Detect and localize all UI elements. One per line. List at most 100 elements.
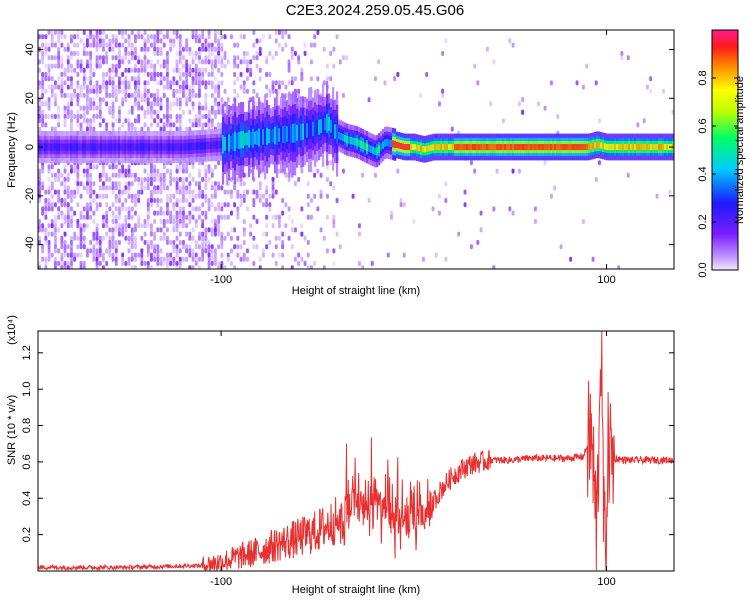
ridge-cell [442,144,445,151]
spectrogram-cell [585,63,589,69]
spectrogram-cell [306,193,310,199]
ridge-cell [540,144,543,151]
spectrogram-cell [198,67,201,73]
spectrogram-cell [310,59,313,65]
spectrogram-cell [98,30,102,35]
spectrogram-cell [50,219,54,224]
spectrogram-cell [194,193,198,199]
spectrogram-cell [153,219,157,224]
spectrogram-cell [204,59,208,65]
spectrogram-cell [201,210,205,216]
spectrogram-cell [226,252,230,258]
spectrogram-cell [70,240,73,245]
spectrogram-cell [191,189,195,195]
spectrogram-cell [124,97,128,103]
spectrogram-cell [150,122,153,128]
spectrogram-cell [166,185,169,191]
spectrogram-cell [76,177,80,182]
spectrogram-cell [166,84,169,90]
spectrogram-cell [89,42,93,48]
spectrogram-cell [70,55,73,61]
ridge-cell [286,126,289,142]
ridge-cell [454,144,457,151]
spectrogram-cell [124,227,128,233]
spectrogram-cell [57,46,61,52]
spectrogram-cell [210,118,214,124]
ridge-cell [358,139,361,147]
ridge-cell [606,143,609,150]
spectrogram-cell [162,76,166,82]
spectrogram-cell [390,214,393,220]
spectrogram-cell [274,51,278,56]
spectrogram-cell [143,38,147,44]
spectrogram-cell [204,105,208,111]
spectrogram-cell [185,223,189,229]
ridge-cell [464,144,467,151]
spectrogram-cell [76,118,80,124]
ridge-cell [296,124,299,141]
spectrogram-cell [66,93,70,98]
spectrogram-cell [358,231,361,237]
spectrogram-cell [114,244,118,250]
spectrogram-cell [338,244,342,250]
spectrogram-cell [191,34,195,40]
spectrogram-cell [191,51,195,56]
spectrogram-cell [60,93,64,98]
spectrogram-cell [185,63,189,69]
spectrogram-cell [150,76,153,82]
spectrogram-cell [582,219,585,224]
spectrogram-cell [169,126,173,132]
ridge-cell [250,131,253,146]
spectrogram-cell [73,67,77,73]
ridge-cell [420,145,423,152]
spectrogram-cell [114,93,118,98]
spectrogram-cell [44,265,48,269]
spectrogram-cell [105,126,109,132]
spectrogram-cell [258,265,262,269]
spectrogram-cell [159,210,163,216]
spectrogram-cell [124,80,128,86]
spectrogram-cell [137,223,141,229]
spectrogram-cell [76,244,80,250]
spectrogram-cell [290,55,294,61]
ridge-cell [438,144,441,151]
spectrogram-cell [118,189,121,195]
spectrogram-cell [146,248,150,254]
spectrogram-cell [92,235,96,241]
spectrogram-cell [98,55,102,61]
spectrogram-cell [156,30,160,35]
spectrogram-cell [41,118,45,124]
spectrogram-cell [239,244,243,250]
spectrogram-cell [252,235,256,241]
spectrogram-cell [63,248,67,254]
colorbar-gradient [711,29,739,271]
spectrogram-cell [134,252,137,258]
spectrogram-cell [194,118,198,124]
spectrogram-cell [153,248,157,254]
spectrogram-cell [143,88,147,94]
spectrogram-cell [322,265,326,269]
spectrogram-cell [166,252,169,258]
spectrogram-cell [175,265,179,269]
spectrogram-cell [150,42,153,48]
spectrogram-cell [210,93,214,98]
spectrogram-cell [153,38,157,44]
ridge-cell [440,144,443,151]
spectrogram-cell [41,59,45,65]
spectrogram-cell [79,67,83,73]
spectrogram-cell [351,193,355,199]
spectrogram-cell [201,177,205,182]
spectrogram-cell [431,206,435,212]
spectrogram-cell [319,193,323,199]
spectrogram-cell [150,168,153,174]
spectrogram-cell [201,76,205,82]
spectrogram-cell [146,244,150,250]
spectrogram-cell [92,34,96,40]
spectrogram-cell [140,97,144,103]
ridge-cell [140,143,143,151]
spectrogram-cell [217,185,221,191]
spectrogram-cell [60,80,64,86]
spectrogram-cell [108,244,112,250]
spectrogram-cell [204,240,208,245]
spectrogram-cell [76,80,80,86]
